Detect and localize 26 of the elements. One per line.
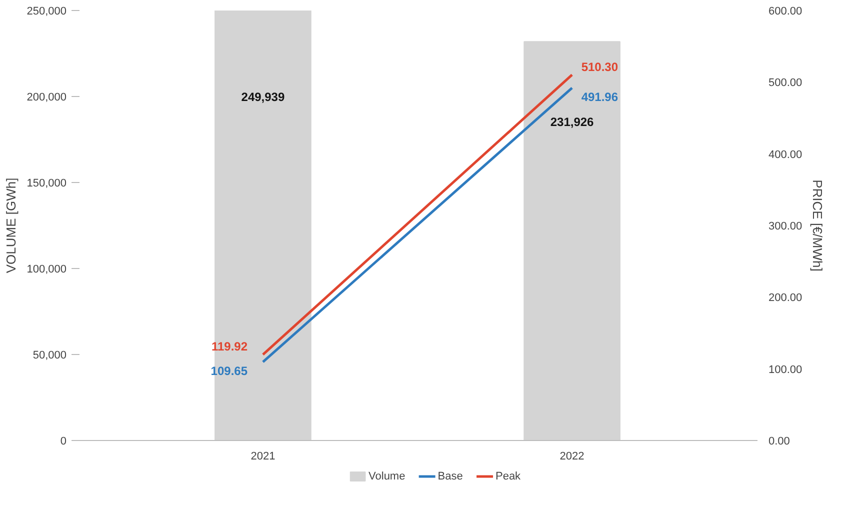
data-label: 249,939	[241, 90, 285, 104]
y2-tick-label: 300.00	[768, 220, 802, 232]
y2-tick-label: 100.00	[768, 364, 802, 376]
y-tick-label: 100,000	[26, 264, 67, 276]
y-tick-label: 0	[60, 436, 67, 448]
y2-tick-label: 400.00	[768, 148, 802, 161]
data-label: 109.65	[210, 364, 248, 378]
y2-axis-title: PRICE [€/MWh]	[810, 180, 826, 272]
y-tick-label: 150,000	[26, 178, 67, 190]
data-label: 491.96	[581, 90, 618, 104]
x-tick-label: 2021	[250, 450, 276, 462]
y2-tick-label: 600.00	[768, 6, 802, 18]
y2-tick-label: 500.00	[768, 77, 802, 90]
y2-tick-label: 200.00	[768, 292, 802, 304]
data-label: 510.30	[581, 60, 618, 74]
data-label: 119.92	[211, 340, 248, 354]
legend-label: Volume	[368, 470, 406, 482]
data-label: 231,926	[550, 114, 594, 129]
y-tick-label: 250,000	[26, 6, 67, 18]
x-tick-label: 2022	[560, 450, 584, 462]
y-tick-label: 50,000	[32, 350, 67, 362]
legend-label: Peak	[495, 470, 522, 482]
y2-tick-label: 0.00	[768, 436, 790, 448]
y-tick-label: 200,000	[26, 92, 67, 104]
y-axis-title: VOLUME [GWh]	[4, 178, 19, 274]
legend-label: Base	[438, 470, 463, 482]
